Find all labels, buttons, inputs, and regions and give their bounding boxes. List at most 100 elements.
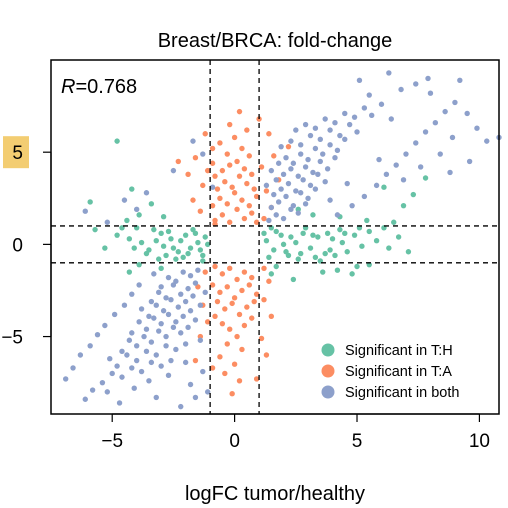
data-point-series-2 (104, 389, 111, 395)
data-point-series-2 (298, 142, 304, 148)
data-point-series-2 (275, 199, 282, 205)
data-point-series-0 (364, 217, 370, 224)
data-point-series-0 (175, 249, 182, 255)
data-point-series-2 (119, 348, 125, 355)
data-point-series-2 (315, 171, 321, 178)
data-point-series-2 (290, 160, 297, 166)
data-point-series-2 (111, 311, 118, 318)
data-point-series-0 (322, 250, 328, 257)
data-point-series-0 (334, 267, 341, 273)
data-point-series-1 (241, 166, 248, 172)
data-point-series-0 (124, 217, 130, 224)
data-point-series-2 (283, 155, 289, 161)
data-point-series-1 (227, 162, 233, 168)
data-point-series-1 (258, 164, 265, 170)
data-point-series-1 (246, 153, 252, 159)
data-point-series-2 (317, 158, 323, 165)
data-point-series-0 (261, 230, 267, 237)
data-point-series-1 (244, 127, 250, 133)
data-point-series-2 (163, 333, 169, 340)
data-point-series-2 (307, 182, 314, 189)
data-point-series-2 (327, 127, 333, 133)
y-axis: −5 0 5 (1, 136, 52, 349)
data-point-series-1 (268, 313, 275, 319)
data-point-series-1 (241, 269, 248, 275)
data-point-series-2 (158, 320, 164, 327)
data-point-series-1 (239, 346, 245, 353)
data-point-series-2 (126, 337, 133, 343)
r-value: =0.768 (75, 76, 137, 98)
data-point-series-2 (447, 169, 453, 176)
data-point-series-2 (138, 368, 145, 375)
data-point-series-1 (253, 376, 260, 382)
data-point-series-2 (273, 212, 279, 218)
data-point-series-0 (273, 228, 279, 235)
data-point-series-0 (200, 252, 206, 259)
x-axis-label: logFC tumor/healthy (185, 483, 365, 505)
data-point-series-1 (234, 158, 240, 165)
data-point-series-1 (222, 370, 228, 377)
data-point-series-0 (165, 228, 172, 235)
data-point-series-1 (175, 158, 182, 165)
data-point-series-2 (413, 140, 419, 146)
data-point-series-0 (288, 234, 294, 240)
data-point-series-0 (173, 256, 179, 262)
data-point-series-0 (395, 234, 402, 240)
data-point-series-0 (339, 239, 346, 246)
legend-marker (321, 343, 335, 357)
data-point-series-0 (349, 271, 355, 277)
data-point-series-0 (280, 241, 287, 248)
data-point-series-1 (263, 188, 270, 194)
data-point-series-2 (283, 193, 289, 200)
data-point-series-2 (156, 328, 162, 334)
data-point-series-0 (307, 245, 314, 251)
data-point-series-2 (400, 177, 407, 183)
data-point-series-2 (141, 333, 147, 340)
data-point-series-2 (310, 169, 316, 176)
data-point-series-0 (310, 232, 316, 238)
data-point-series-2 (182, 298, 189, 305)
data-point-series-0 (158, 265, 164, 272)
data-point-series-0 (332, 252, 338, 259)
data-point-series-1 (227, 219, 233, 225)
data-point-series-2 (300, 177, 306, 183)
data-point-series-0 (266, 254, 272, 260)
data-point-series-2 (268, 204, 275, 211)
data-point-series-2 (143, 190, 150, 196)
data-point-series-0 (136, 212, 142, 218)
data-point-series-1 (204, 319, 211, 325)
correlation-annotation: R=0.768 (61, 76, 137, 98)
data-point-series-2 (99, 379, 106, 386)
data-point-series-0 (344, 249, 350, 255)
data-point-series-0 (202, 234, 208, 240)
data-point-series-2 (437, 151, 443, 157)
data-point-series-0 (156, 256, 162, 262)
data-point-series-1 (249, 210, 255, 216)
data-point-series-2 (342, 110, 348, 117)
data-point-series-1 (231, 134, 238, 141)
data-point-series-2 (293, 127, 299, 133)
data-point-series-1 (212, 173, 218, 179)
data-point-series-2 (89, 387, 96, 393)
data-point-series-2 (457, 77, 463, 83)
data-point-series-0 (148, 201, 155, 207)
data-point-series-2 (209, 184, 216, 190)
data-point-series-2 (200, 368, 206, 375)
data-point-series-0 (185, 250, 191, 257)
data-point-series-2 (153, 394, 159, 401)
data-point-series-2 (273, 177, 279, 183)
data-point-series-0 (298, 250, 304, 257)
data-point-series-1 (222, 306, 228, 312)
data-point-series-1 (214, 186, 221, 192)
data-point-series-2 (143, 326, 150, 332)
data-point-series-2 (138, 306, 145, 312)
data-point-series-2 (165, 372, 172, 378)
data-point-series-2 (349, 202, 355, 209)
data-point-series-1 (249, 171, 255, 178)
data-point-series-1 (209, 282, 216, 288)
data-point-series-1 (266, 278, 272, 284)
data-point-series-1 (217, 195, 223, 201)
data-point-series-2 (312, 145, 319, 152)
data-point-series-0 (168, 236, 174, 242)
data-point-series-1 (244, 304, 250, 310)
